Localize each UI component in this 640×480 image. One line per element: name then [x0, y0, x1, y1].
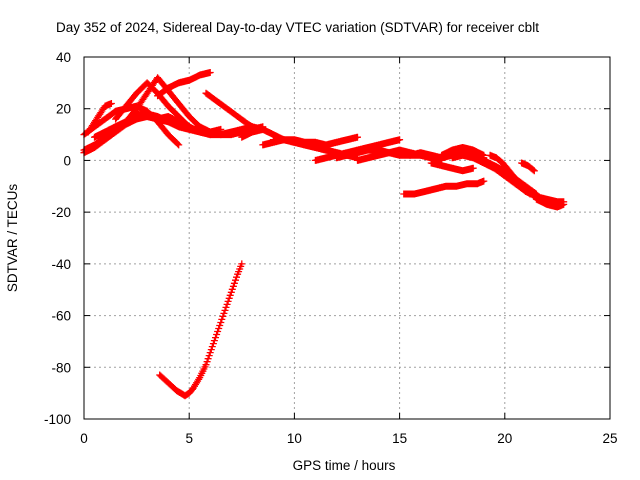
chart-title: Day 352 of 2024, Sidereal Day-to-day VTE…	[56, 20, 539, 35]
point-markers	[400, 177, 488, 198]
y-tick-label: 40	[56, 50, 71, 65]
y-tick-label: -60	[51, 309, 71, 324]
x-tick-label: 5	[185, 431, 193, 446]
y-tick-label: -40	[51, 257, 71, 272]
series-arc-22	[438, 144, 488, 159]
point-markers	[532, 195, 568, 211]
grid-lines	[84, 57, 610, 419]
x-tick-label: 20	[497, 431, 512, 446]
point-markers	[518, 159, 538, 175]
series-arc-11	[202, 89, 256, 131]
y-tick-label: -20	[51, 205, 71, 220]
y-tick-label: -100	[44, 412, 71, 427]
y-tick-label: 0	[63, 153, 71, 168]
point-markers	[202, 89, 256, 131]
plot-frame	[83, 56, 611, 420]
series-arc-29	[156, 260, 246, 400]
series-arc-9	[154, 69, 214, 100]
y-tick-label: 20	[56, 102, 71, 117]
x-tick-label: 15	[392, 431, 407, 446]
y-tick-label: -80	[51, 360, 71, 375]
x-axis-label: GPS time / hours	[293, 458, 396, 473]
point-markers	[154, 69, 214, 100]
axis-ticks: 0 5 10 15 20 25 -100 -80 -60 -40 -20 0 20 40	[44, 50, 618, 446]
point-markers	[112, 79, 193, 131]
series-arc-7	[112, 79, 193, 131]
series-arc-26	[518, 159, 538, 175]
series-arc-20	[400, 177, 488, 198]
x-tick-label: 0	[80, 431, 88, 446]
point-markers	[427, 159, 477, 175]
x-tick-label: 10	[287, 431, 302, 446]
series-arc-4	[84, 100, 115, 136]
x-tick-label: 25	[602, 431, 617, 446]
data-points	[80, 69, 568, 400]
point-markers	[438, 144, 488, 159]
point-markers	[84, 100, 115, 136]
point-markers	[156, 260, 246, 400]
series-arc-28	[532, 195, 568, 211]
series-arc-21	[427, 159, 477, 175]
y-axis-label: SDTVAR / TECUs	[5, 184, 20, 293]
